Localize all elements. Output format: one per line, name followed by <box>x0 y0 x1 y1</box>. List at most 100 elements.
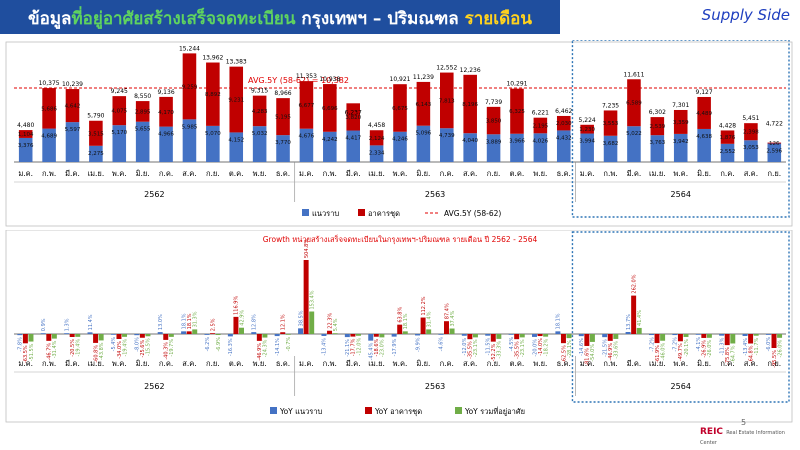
growth-label-s1-28: -49.7% <box>678 343 684 361</box>
legend-condo: อาคารชุด <box>368 209 400 218</box>
bar-condo-21 <box>510 88 524 134</box>
month-label-11: ธ.ค. <box>276 169 290 178</box>
growth-bar-s0-11 <box>274 334 280 337</box>
growth-bar-s2-30 <box>730 334 736 344</box>
growth-label-s2-1: -31.4% <box>52 340 58 358</box>
bar-laterite-27 <box>650 135 665 162</box>
growth-label-s2-14: -12.0% <box>356 338 362 356</box>
growth-label-s2-27: -46.0% <box>660 343 666 361</box>
growth-label-s2-20: -33.3% <box>497 341 503 359</box>
growth-month-7: ส.ค. <box>182 359 196 368</box>
growth-bar-s0-3 <box>87 332 93 334</box>
laterite-label-6: 4,966 <box>158 132 174 138</box>
growth-label-s0-4: -5.4% <box>111 337 117 352</box>
laterite-label-20: 3,889 <box>486 139 502 145</box>
growth-month-2: มี.ค. <box>65 359 80 368</box>
total-label-6: 9,136 <box>157 89 174 96</box>
month-label-13: ก.พ. <box>323 169 337 178</box>
bar-condo-3 <box>89 120 103 146</box>
growth-month-9: ต.ค. <box>229 359 244 368</box>
growth-label-s1-25: -46.9% <box>608 343 614 361</box>
bar-condo-16 <box>393 84 407 132</box>
growth-bar-s2-27 <box>660 334 666 341</box>
legend-yoy-laterite: YoY แนวราบ <box>279 407 323 416</box>
condo-label-6: 4,170 <box>158 110 174 116</box>
growth-bar-s1-15 <box>373 334 379 337</box>
logo-text: REIC <box>700 427 724 437</box>
growth-label-s0-25: -21.5% <box>602 339 608 357</box>
growth-label-s1-15: -18.6% <box>374 338 380 356</box>
highlight-box-2564 <box>571 40 790 218</box>
growth-bar-s2-1 <box>51 334 57 339</box>
bar-laterite-17 <box>416 125 431 162</box>
condo-label-28: 3,359 <box>673 120 689 126</box>
growth-month-23: ธ.ค. <box>557 359 571 368</box>
bar-condo-5 <box>135 101 150 122</box>
growth-label-s0-27: -7.2% <box>649 337 655 352</box>
condo-label-25: 3,553 <box>603 121 619 127</box>
growth-label-s1-9: 116.9% <box>234 296 240 315</box>
laterite-label-23: 4,432 <box>556 135 572 141</box>
growth-label-s0-0: -7.8% <box>18 337 24 352</box>
total-label-30: 4,428 <box>719 122 736 129</box>
growth-label-s0-14: -21.1% <box>345 339 351 357</box>
growth-month-28: พ.ค. <box>673 359 688 368</box>
growth-bar-s1-11 <box>280 332 286 334</box>
growth-label-s1-11: 12.1% <box>281 314 287 330</box>
growth-label-s2-23: -28.1% <box>567 340 573 358</box>
growth-bar-s1-32 <box>771 334 777 348</box>
total-label-27: 6,302 <box>649 109 666 116</box>
growth-month-3: เม.ย. <box>88 359 105 368</box>
condo-label-21: 6,325 <box>509 109 525 115</box>
growth-bar-s0-30 <box>719 334 725 336</box>
growth-bar-s1-31 <box>748 334 754 344</box>
growth-bar-s1-1 <box>46 334 52 341</box>
growth-label-s2-18: 37.4% <box>450 310 456 326</box>
growth-bar-s2-20 <box>496 334 502 339</box>
growth-bar-s1-28 <box>677 334 683 342</box>
bar-condo-18 <box>440 72 454 129</box>
laterite-label-25: 3,682 <box>603 141 619 147</box>
growth-label-s0-23: 18.1% <box>556 313 562 329</box>
growth-month-5: มิ.ย. <box>136 359 150 368</box>
growth-label-s0-2: 1.3% <box>64 318 70 331</box>
growth-bar-s0-20 <box>485 334 491 336</box>
growth-month-30: ก.ค. <box>720 359 734 368</box>
bar-condo-31 <box>744 123 758 141</box>
growth-label-s0-1: 0.9% <box>41 318 47 331</box>
laterite-label-31: 3,053 <box>743 145 759 151</box>
growth-label-s0-9: -16.3% <box>228 338 234 356</box>
bar-condo-14 <box>346 103 360 131</box>
growth-bar-s2-21 <box>519 334 525 338</box>
growth-bar-s1-25 <box>607 334 613 341</box>
growth-bar-s0-2 <box>64 333 70 334</box>
month-label-21: ต.ค. <box>510 169 525 178</box>
growth-bar-s0-0 <box>17 334 23 336</box>
growth-label-s1-21: -35.5% <box>514 341 520 359</box>
growth-bar-s1-9 <box>233 316 239 334</box>
legend-yoy-total-swatch <box>455 407 462 414</box>
condo-label-2: 4,642 <box>65 104 81 110</box>
total-label-21: 10,291 <box>506 81 527 88</box>
bar-laterite-4 <box>112 125 127 162</box>
growth-label-s0-26: 13.7% <box>626 314 632 330</box>
growth-label-s2-25: -33.6% <box>614 341 620 359</box>
bar-condo-20 <box>486 106 501 135</box>
growth-label-s1-20: -52.2% <box>491 343 497 361</box>
bar-condo-11 <box>276 98 290 136</box>
growth-bar-s0-13 <box>321 334 327 336</box>
growth-bar-s2-16 <box>402 331 408 334</box>
growth-bar-s0-1 <box>40 333 46 334</box>
legend-laterite: แนวราบ <box>312 209 339 218</box>
growth-label-s1-19: -35.5% <box>468 341 474 359</box>
total-label-1: 10,375 <box>39 80 60 87</box>
month-label-32: ก.ย. <box>767 169 781 178</box>
bar-laterite-25 <box>603 135 618 162</box>
growth-bar-s0-23 <box>555 331 561 334</box>
growth-bar-s0-26 <box>625 331 631 334</box>
growth-label-s1-23: -62.5% <box>561 345 567 363</box>
bar-laterite-0 <box>18 137 33 162</box>
growth-month-10: พ.ย. <box>253 359 267 368</box>
bar-laterite-20 <box>486 134 501 162</box>
title-part-2: ที่อยู่อาศัยสร้างเสร็จจดทะเบียน <box>71 9 296 29</box>
